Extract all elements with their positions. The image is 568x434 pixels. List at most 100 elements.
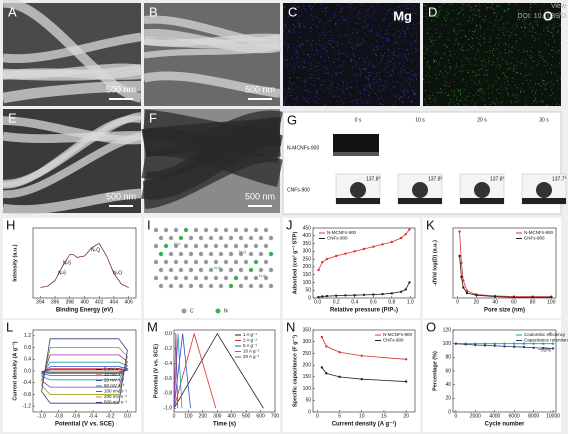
legend-label: 50 mV s⁻¹ xyxy=(104,383,125,388)
view-link: View xyxy=(551,3,567,10)
map-dot xyxy=(510,67,512,69)
map-dot xyxy=(450,67,452,69)
legend-label: 10 mV s⁻¹ xyxy=(104,372,125,377)
map-dot xyxy=(302,61,304,63)
map-dot xyxy=(297,86,299,88)
map-dot xyxy=(326,32,328,34)
atom xyxy=(268,267,274,273)
map-dot xyxy=(493,96,495,98)
map-dot xyxy=(469,61,471,63)
map-dot xyxy=(393,67,395,69)
map-dot xyxy=(553,34,555,36)
map-dot xyxy=(514,48,516,50)
map-dot xyxy=(362,26,364,28)
point xyxy=(542,342,545,345)
map-dot xyxy=(438,12,440,14)
map-dot xyxy=(508,8,510,10)
map-dot xyxy=(504,86,506,88)
panel-label: L xyxy=(6,319,13,334)
map-dot xyxy=(288,29,290,31)
map-dot xyxy=(368,80,370,82)
map-dot xyxy=(459,50,461,52)
map-dot xyxy=(426,103,428,105)
map-dot xyxy=(544,84,546,86)
map-dot xyxy=(460,37,462,39)
map-dot xyxy=(298,67,300,69)
map-dot xyxy=(411,61,413,63)
map-dot xyxy=(414,47,416,49)
x-tick-label: 406 xyxy=(124,299,133,305)
map-dot xyxy=(348,54,350,56)
map-dot xyxy=(287,65,289,67)
map-dot xyxy=(444,66,446,68)
map-dot xyxy=(485,51,487,53)
sample-name: CNFs-900 xyxy=(287,187,310,193)
map-dot xyxy=(409,82,411,84)
map-dot xyxy=(529,10,531,12)
map-dot xyxy=(518,18,520,20)
map-dot xyxy=(493,102,495,104)
map-dot xyxy=(480,44,482,46)
atom xyxy=(183,227,189,233)
map-dot xyxy=(418,58,420,60)
map-dot xyxy=(485,70,487,72)
map-dot xyxy=(506,81,508,83)
map-dot xyxy=(461,50,463,52)
map-dot xyxy=(516,18,518,20)
map-dot xyxy=(540,33,542,35)
map-dot xyxy=(515,93,517,95)
map-dot xyxy=(343,81,345,83)
map-dot xyxy=(552,23,554,25)
map-dot xyxy=(339,11,341,13)
map-dot xyxy=(317,50,319,52)
map-dot xyxy=(303,98,305,100)
map-dot xyxy=(394,86,396,88)
map-dot xyxy=(444,17,446,19)
map-dot xyxy=(286,33,288,35)
y-tick-label: 20 xyxy=(445,396,451,402)
map-dot xyxy=(356,75,358,77)
map-dot xyxy=(471,79,473,81)
map-dot xyxy=(530,57,532,59)
map-dot xyxy=(532,87,534,89)
map-dot xyxy=(427,60,429,62)
atom xyxy=(243,275,249,281)
map-dot xyxy=(471,99,473,101)
map-dot xyxy=(498,28,500,30)
map-dot xyxy=(484,4,486,6)
map-dot xyxy=(380,53,382,55)
map-dot xyxy=(480,97,482,99)
map-dot xyxy=(545,42,547,44)
map-dot xyxy=(477,31,479,33)
map-dot xyxy=(484,15,486,17)
legend-label: CNFs-900 xyxy=(327,236,348,241)
map-dot xyxy=(302,66,304,68)
map-dot xyxy=(475,74,477,76)
map-dot xyxy=(373,82,375,84)
map-dot xyxy=(473,82,475,84)
panel-label: E xyxy=(8,110,17,125)
map-dot xyxy=(549,24,551,26)
panel-bg xyxy=(283,218,420,318)
map-dot xyxy=(294,4,296,6)
map-dot xyxy=(432,43,434,45)
map-dot xyxy=(326,68,328,70)
map-dot xyxy=(402,101,404,103)
map-dot xyxy=(351,47,353,49)
map-dot xyxy=(385,83,387,85)
point xyxy=(462,279,465,282)
map-dot xyxy=(501,26,503,28)
map-dot xyxy=(333,41,335,43)
map-dot xyxy=(520,62,522,64)
map-dot xyxy=(418,13,420,15)
map-dot xyxy=(477,94,479,96)
map-dot xyxy=(297,40,299,42)
map-dot xyxy=(384,52,386,54)
map-dot xyxy=(533,21,535,23)
map-dot xyxy=(395,96,397,98)
map-dot xyxy=(492,59,494,61)
map-dot xyxy=(505,63,507,65)
series-line xyxy=(173,333,179,409)
x-axis-label: Time (s) xyxy=(213,422,236,428)
map-dot xyxy=(426,29,428,31)
